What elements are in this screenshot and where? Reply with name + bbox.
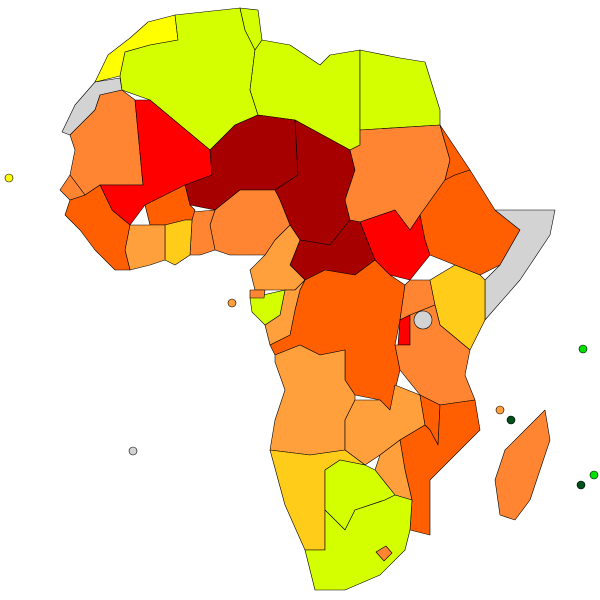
region-ghana[interactable] — [164, 219, 193, 266]
region-egypt[interactable] — [359, 49, 441, 131]
lake-victoria — [413, 310, 433, 330]
island-seychelles[interactable] — [578, 344, 588, 354]
region-ivory-coast[interactable] — [124, 224, 166, 271]
region-angola[interactable] — [269, 344, 356, 456]
island-mayotte[interactable] — [495, 405, 505, 415]
region-benin-togo[interactable] — [189, 209, 216, 256]
region-south-africa[interactable] — [304, 494, 413, 591]
island-comoros[interactable] — [506, 415, 516, 425]
region-equatorial-guinea[interactable] — [249, 289, 266, 299]
island-cape-verde[interactable] — [4, 173, 14, 183]
region-senegal[interactable] — [59, 174, 86, 201]
island-mauritius[interactable] — [589, 470, 599, 480]
region-lesotho[interactable] — [375, 545, 393, 562]
region-guinea-liberia[interactable] — [64, 184, 131, 271]
island-sao-tome[interactable] — [227, 298, 237, 308]
region-gabon[interactable] — [249, 289, 286, 326]
island-reunion[interactable] — [576, 480, 586, 490]
island-saint-helena[interactable] — [128, 446, 138, 456]
region-madagascar[interactable] — [494, 409, 551, 521]
